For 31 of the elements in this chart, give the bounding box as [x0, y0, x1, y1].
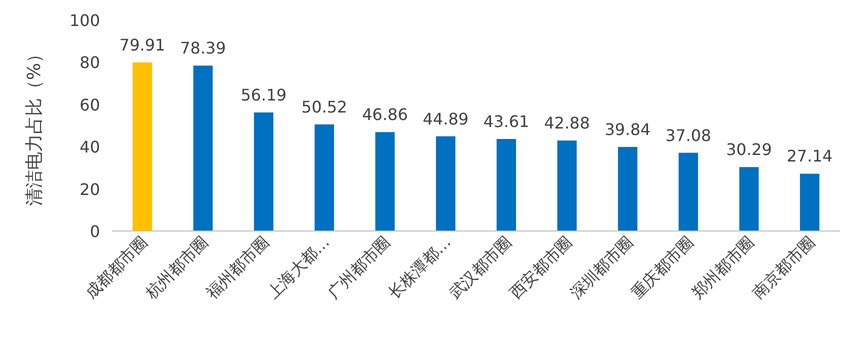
- y-axis-title: 清洁电力占比（%）: [24, 44, 45, 206]
- bar: [800, 174, 820, 231]
- bar: [618, 146, 638, 231]
- bar: [193, 66, 213, 231]
- bar: [375, 132, 395, 231]
- data-label: 79.91: [119, 35, 166, 54]
- data-label: 50.52: [301, 97, 348, 116]
- data-label: 27.14: [786, 146, 833, 166]
- bar: [678, 152, 698, 231]
- bar: [496, 138, 516, 231]
- data-label: 43.61: [483, 112, 530, 131]
- data-label: 30.29: [726, 140, 772, 160]
- y-tick-label: 80: [80, 53, 100, 72]
- bar: [132, 62, 152, 231]
- data-label: 56.19: [240, 85, 287, 104]
- y-tick-label: 60: [80, 95, 100, 114]
- data-label: 46.86: [362, 105, 408, 124]
- bar: [254, 112, 274, 231]
- y-tick-label: 20: [80, 180, 100, 199]
- data-label: 42.88: [544, 114, 590, 133]
- y-tick-label: 40: [80, 138, 100, 157]
- data-label: 37.08: [665, 126, 712, 145]
- bar: [557, 140, 577, 231]
- data-label: 78.39: [180, 38, 226, 58]
- y-tick-label: 100: [69, 11, 100, 30]
- bar: [739, 167, 759, 231]
- data-label: 39.84: [604, 120, 651, 139]
- data-label: 44.89: [422, 109, 469, 128]
- bar: [314, 124, 334, 231]
- bar: [436, 136, 456, 231]
- y-tick-label: 0: [90, 222, 100, 241]
